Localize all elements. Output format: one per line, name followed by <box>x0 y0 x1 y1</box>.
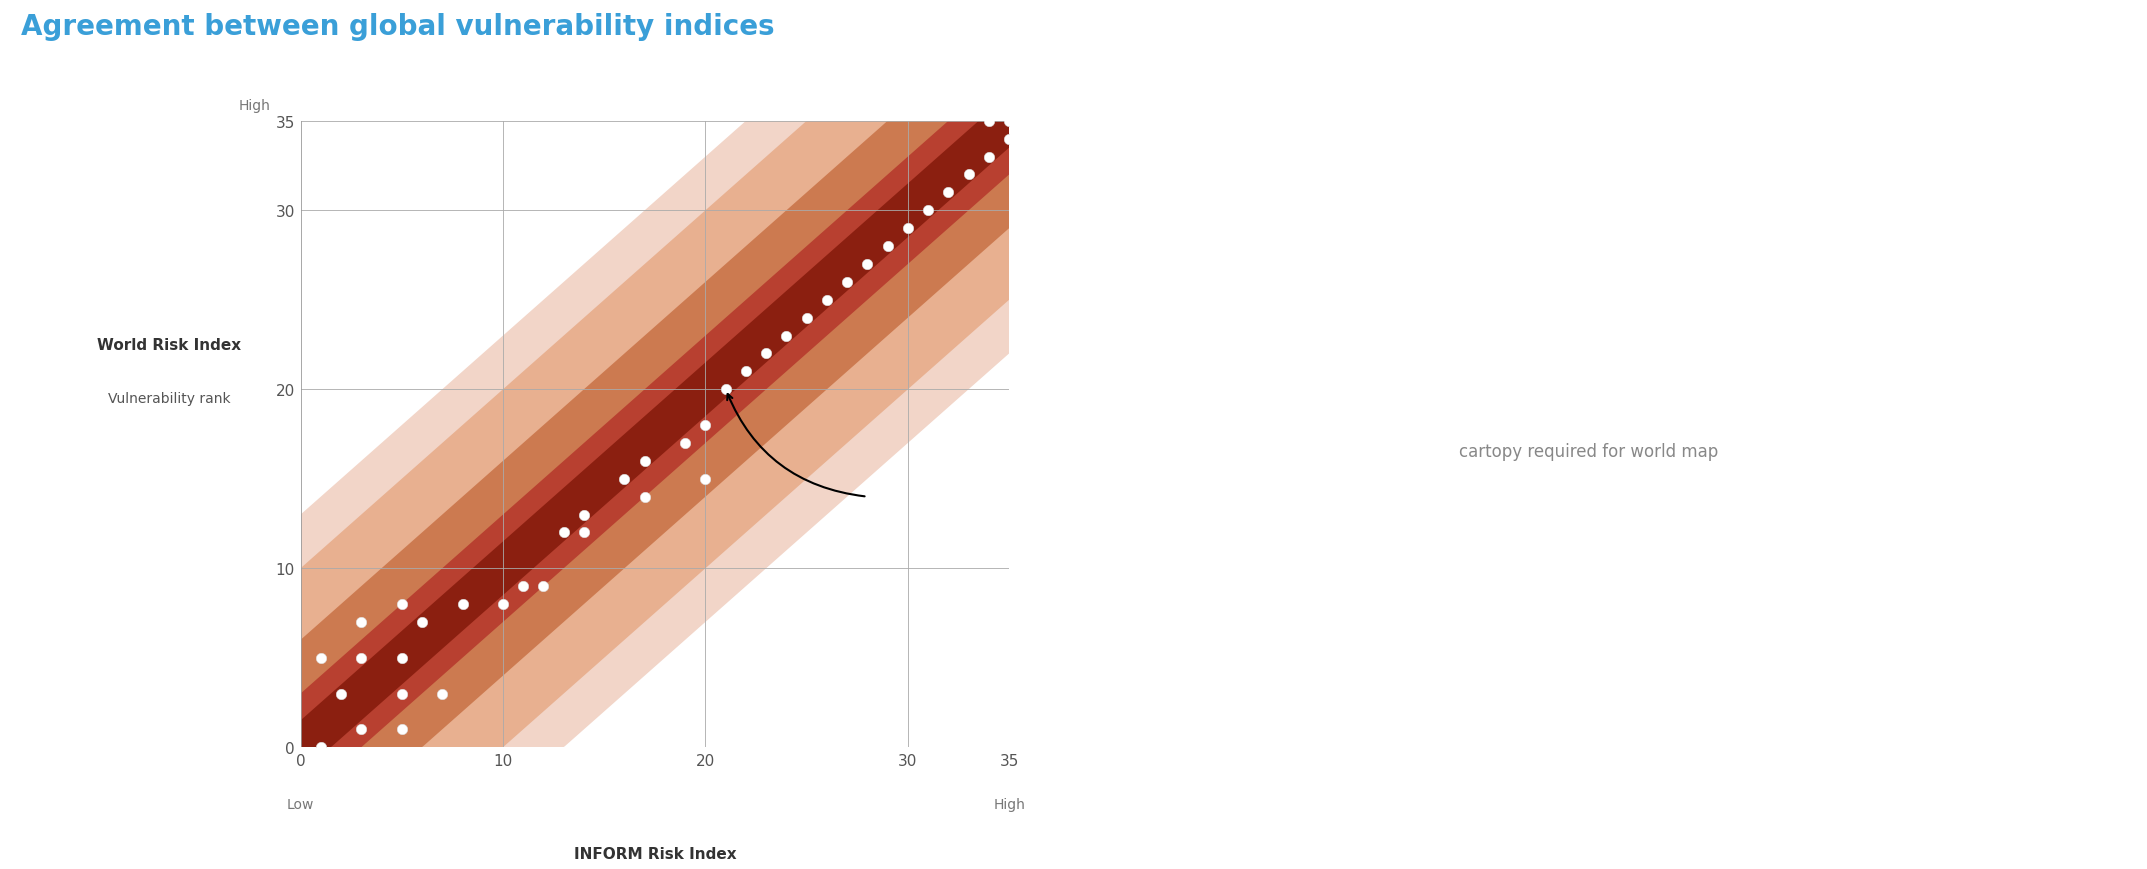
Polygon shape <box>301 122 1009 747</box>
Text: High: High <box>238 99 271 113</box>
Polygon shape <box>301 122 1009 747</box>
Polygon shape <box>301 122 1009 747</box>
Text: Vulnerability rank: Vulnerability rank <box>107 392 230 406</box>
Text: World Risk Index: World Risk Index <box>97 338 240 353</box>
Text: cartopy required for world map: cartopy required for world map <box>1460 443 1718 461</box>
Text: High: High <box>994 798 1024 812</box>
Text: INFORM Risk Index: INFORM Risk Index <box>573 846 736 860</box>
Text: Low: Low <box>288 798 313 812</box>
Polygon shape <box>301 122 1009 747</box>
Text: Agreement between global vulnerability indices: Agreement between global vulnerability i… <box>21 13 775 41</box>
Polygon shape <box>301 122 1009 747</box>
